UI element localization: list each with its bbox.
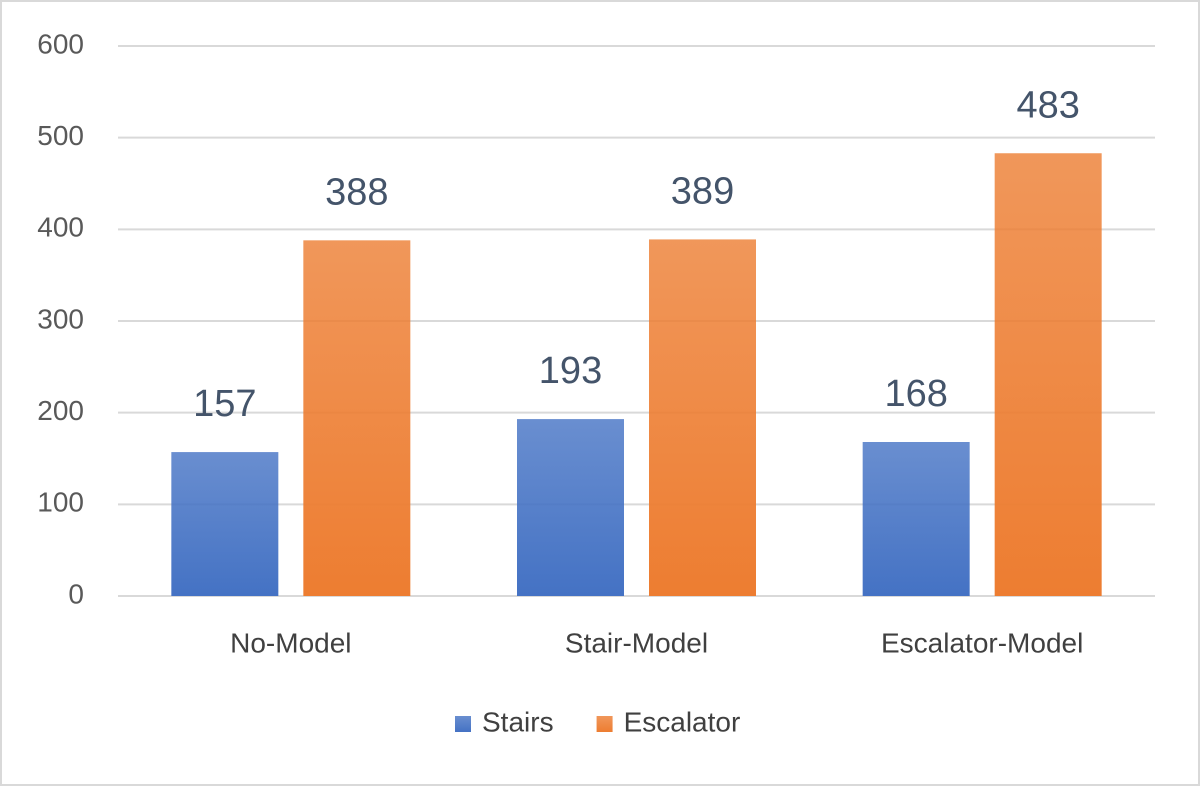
legend-swatch [596,716,613,732]
x-tick-label: No-Model [230,627,351,658]
bar [171,452,279,596]
legend-label: Escalator [624,706,741,737]
data-label: 388 [325,171,388,213]
bar [994,153,1102,596]
data-label: 193 [539,350,602,392]
legend-swatch [455,716,471,732]
y-tick-label: 100 [37,487,84,518]
bar [517,419,624,596]
bar [649,239,756,596]
y-tick-label: 400 [37,212,84,243]
y-tick-label: 0 [68,578,84,609]
x-tick-label: Stair-Model [565,627,708,658]
data-label: 389 [671,170,734,212]
data-label: 157 [193,383,256,425]
data-label: 483 [1016,84,1079,126]
data-label: 168 [884,373,947,415]
bar [303,240,411,597]
legend-label: Stairs [482,706,554,737]
x-tick-label: Escalator-Model [881,627,1083,658]
y-tick-label: 600 [37,28,84,59]
y-tick-label: 200 [37,395,84,426]
y-tick-label: 500 [37,120,84,151]
y-tick-label: 300 [37,303,84,334]
bar [862,442,970,596]
